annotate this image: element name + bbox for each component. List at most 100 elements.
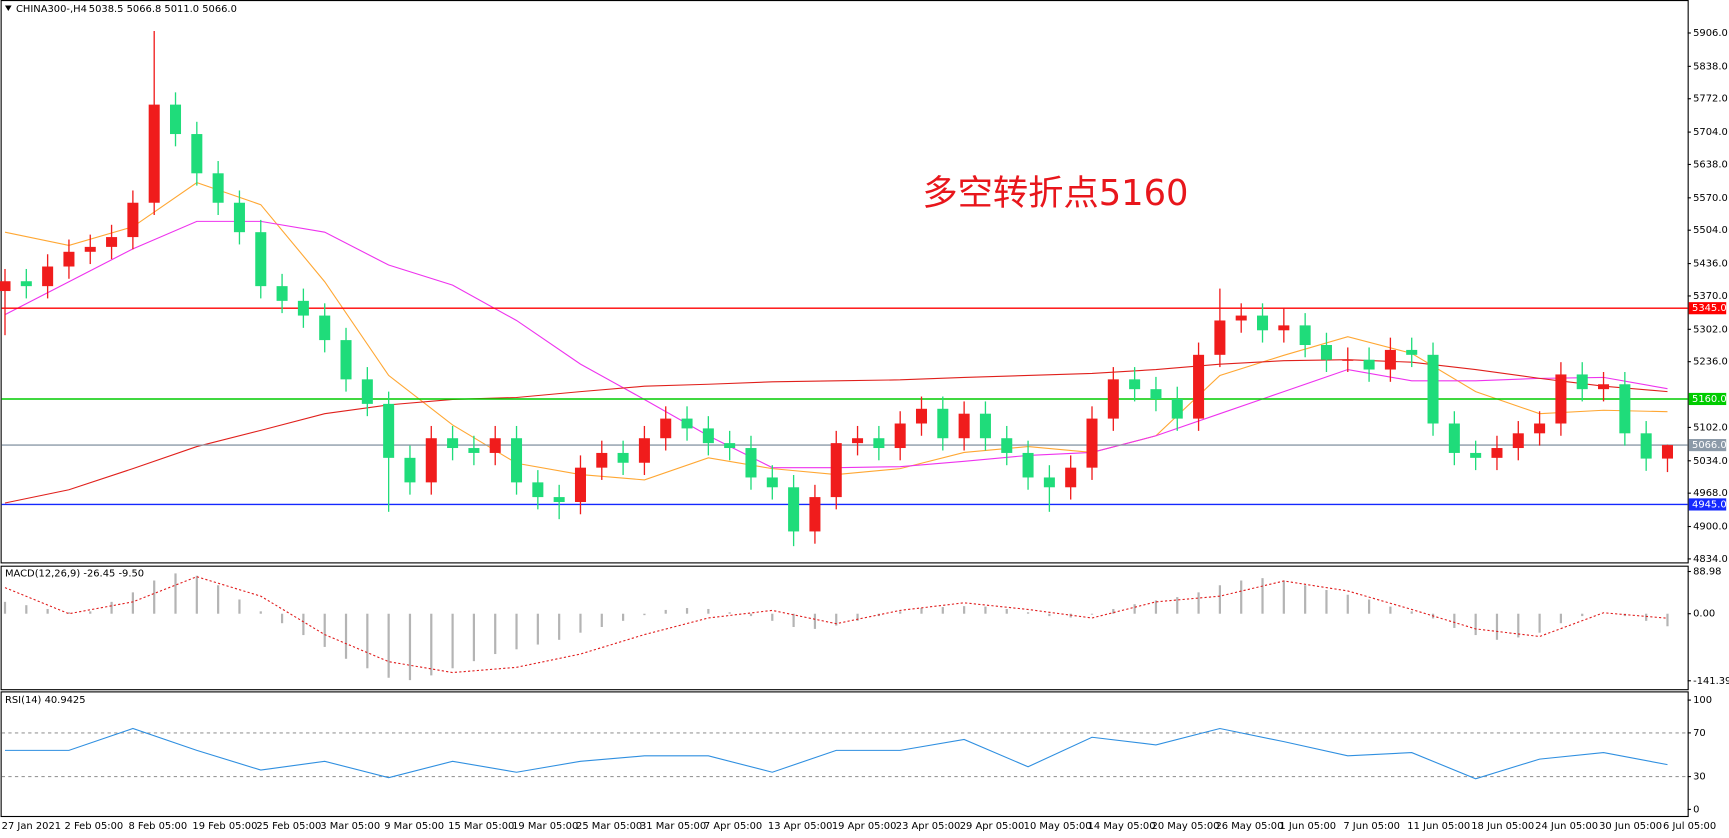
x-tick-label: 24 Jun 05:00 [1535, 821, 1598, 832]
candle-body [1278, 325, 1290, 331]
candle-body [106, 237, 118, 247]
candle-body [596, 452, 608, 468]
rsi-line [4, 727, 1668, 780]
x-tick-label: 31 Mar 05:00 [640, 821, 706, 832]
y-tick-label: 4900.0 [1693, 522, 1728, 533]
y-tick-label: 70 [1693, 728, 1706, 739]
menu-arrow[interactable] [4, 5, 12, 12]
candle-body [1043, 477, 1055, 488]
candle-body [297, 300, 309, 316]
y-tick-label: 5704.0 [1693, 127, 1728, 138]
y-tick-label: 5436.0 [1693, 259, 1728, 270]
macd-frame [0, 565, 1689, 691]
y-tick-label: 5236.0 [1693, 357, 1728, 368]
x-tick-label: 1 Jun 05:00 [1279, 821, 1336, 832]
candle-body [958, 413, 970, 439]
candle-body [830, 443, 842, 498]
candle-body [1129, 379, 1141, 390]
rsi-frame [0, 691, 1689, 818]
candle-body [1235, 315, 1247, 321]
y-tick-label: 5102.0 [1693, 422, 1728, 433]
candle-body [1640, 433, 1652, 459]
candle-body [1406, 349, 1418, 355]
y-tick-label: 5772.0 [1693, 94, 1728, 105]
x-tick-label: 7 Apr 05:00 [704, 821, 762, 832]
candle-body [340, 340, 352, 380]
candle-body [63, 251, 75, 267]
x-tick-label: 14 May 05:00 [1088, 821, 1156, 832]
x-tick-label: 7 Jun 05:00 [1343, 821, 1400, 832]
level-label-box [1688, 392, 1727, 406]
level-label: 5160.0 [1692, 394, 1727, 405]
candle-body [1320, 345, 1332, 360]
candle-body [255, 232, 267, 287]
candle-body [404, 457, 416, 483]
candle-body [809, 497, 821, 532]
y-tick-label: 0.00 [1693, 609, 1715, 620]
candle-body [1427, 354, 1439, 424]
candle-body [1150, 389, 1162, 399]
y-tick-label: 5838.0 [1693, 61, 1728, 72]
x-tick-label: 8 Feb 05:00 [128, 821, 187, 832]
candle-body [553, 497, 565, 502]
y-tick-label: 4834.0 [1693, 554, 1728, 565]
candle-body [1107, 379, 1119, 419]
y-tick-label: 4968.0 [1693, 488, 1728, 499]
candle-body [681, 418, 693, 429]
candle-body [148, 104, 160, 203]
candle-body [937, 408, 949, 439]
candle-body [788, 487, 800, 532]
candle-body [191, 134, 203, 174]
candle-body [1491, 448, 1503, 458]
x-tick-label: 19 Mar 05:00 [512, 821, 578, 832]
y-tick-label: 100 [1693, 695, 1712, 706]
candle-body [276, 286, 288, 301]
x-tick-label: 2 Feb 05:00 [65, 821, 124, 832]
candle-body [42, 266, 54, 287]
x-tick-label: 13 Apr 05:00 [768, 821, 833, 832]
x-tick-label: 11 Jun 05:00 [1407, 821, 1470, 832]
candle-body [1555, 374, 1567, 424]
candle-body [468, 448, 480, 453]
y-tick-label: 5302.0 [1693, 324, 1728, 335]
rsi-title: RSI(14) 40.9425 [5, 695, 86, 706]
x-tick-label: 27 Jan 2021 [2, 821, 61, 832]
ohlc: 5038.5 5066.8 5011.0 5066.0 [89, 4, 237, 15]
level-label-box [1688, 439, 1727, 452]
candle-body [212, 173, 224, 203]
candle-body [0, 281, 11, 292]
y-tick-label: 5570.0 [1693, 193, 1728, 204]
level-label-box [1688, 498, 1727, 511]
candle-body [319, 315, 331, 341]
candle-body [852, 438, 864, 444]
candle-body [766, 477, 778, 488]
candle-body [745, 448, 757, 478]
candle-body [20, 281, 32, 287]
candle-body [1257, 315, 1269, 331]
candle-body [1363, 359, 1375, 370]
y-tick-label: 88.98 [1693, 567, 1721, 578]
y-tick-label: 5906.0 [1693, 28, 1728, 39]
x-tick-label: 3 Mar 05:00 [320, 821, 380, 832]
candle-body [127, 202, 139, 238]
y-tick-label: 5504.0 [1693, 225, 1728, 236]
candle-body [1086, 418, 1098, 468]
level-label: 4945.0 [1692, 499, 1727, 510]
candle-body [84, 246, 96, 252]
x-tick-label: 30 Jun 05:00 [1599, 821, 1662, 832]
y-tick-label: 5638.0 [1693, 159, 1728, 170]
candle-body [425, 438, 437, 483]
candle-body [702, 428, 714, 444]
candle-body [1512, 433, 1524, 449]
annotation: 多空转折点5160 [922, 173, 1188, 214]
x-tick-label: 9 Mar 05:00 [384, 821, 444, 832]
x-tick-label: 25 Mar 05:00 [576, 821, 642, 832]
candle-body [361, 379, 373, 404]
y-tick-label: 5034.0 [1693, 456, 1728, 467]
x-tick-label: 6 Jul 05:00 [1663, 821, 1716, 832]
y-tick-label: -141.39 [1693, 676, 1729, 687]
candle-body [873, 438, 885, 449]
